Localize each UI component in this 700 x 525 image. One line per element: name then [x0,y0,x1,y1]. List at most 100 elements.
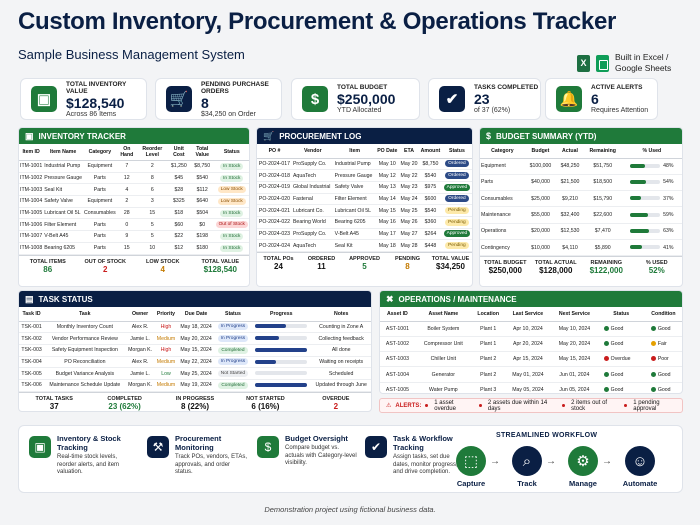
task-due-date: May 20, 2024 [177,332,215,345]
column-header[interactable]: Status [214,144,249,161]
budget-progress-fill [630,163,645,168]
table-row[interactable]: TSK-003 Safety Equipment Inspection Morgan… [19,344,371,357]
column-header[interactable]: Next Service [551,307,598,322]
table-row[interactable]: TSK-006 Maintenance Schedule Update Morgan… [19,379,371,392]
table-row[interactable]: AST-1003 Chiller Unit Plant 2 Apr 15, 2024 M… [380,351,682,368]
table-row[interactable]: ITM-1008 Bearing 6205 Parts 15 10 $12 $180 In S… [19,242,249,255]
tasks-panel: ▤ TASK STATUS Task ID Task Owner Priority Due … [18,290,372,412]
table-cell: 5 [136,230,168,243]
kpi-card: 🛒 PENDING PURCHASE ORDERS 8 $34,250 on Orde… [155,78,282,120]
table-row[interactable]: ITM-1001 Industrial Pump Equipment 7 2 $1,250… [19,160,249,173]
table-row[interactable]: PO-2024-017 ProSupply Co. Industrial Pump M… [257,158,472,171]
column-header[interactable]: Item ID [19,144,44,161]
table-row[interactable]: Contingency $10,000 $4,110 $5,890 41% [480,239,682,257]
column-header[interactable]: Task ID [19,307,45,322]
alerts-label: ALERTS: [395,402,422,409]
column-header[interactable]: Due Date [177,307,215,322]
table-row[interactable]: Operations $20,000 $12,530 $7,470 63% [480,223,682,240]
column-header[interactable]: Task [44,307,126,322]
column-header[interactable]: Owner [125,307,155,322]
table-row[interactable]: TSK-005 Budget Variance Analysis Jamie L. L… [19,367,371,380]
column-header[interactable]: Vendor [291,144,334,159]
column-header[interactable]: Last Service [504,307,552,322]
table-row[interactable]: ITM-1005 Lubricant Oil 5L Consumables 28 15 $… [19,207,249,220]
column-header[interactable]: Total Value [189,144,215,161]
arrow-right-icon: → [546,456,556,467]
column-header[interactable]: Budget [524,144,557,159]
table-row[interactable]: AST-1001 Boiler System Plant 1 Apr 10, 2024… [380,321,682,337]
table-row[interactable]: PO-2024-021 Lubricant Co. Lubricant Oil 5L… [257,204,472,217]
table-row[interactable]: TSK-002 Vendor Performance Review Jamie L.… [19,332,371,345]
asset-id: AST-1001 [380,321,415,337]
table-row[interactable]: Equipment $100,000 $48,250 $51,750 48% [480,158,682,175]
table-row[interactable]: PO-2024-024 AquaTech Seal Kit May 18 May 28 $… [257,239,472,252]
table-cell: PO-2024-023 [257,228,292,241]
column-header[interactable]: Status [441,144,472,159]
table-row[interactable]: ITM-1002 Pressure Gauge Parts 12 8 $45 $540 In … [19,172,249,185]
table-cell: $8,750 [419,158,442,171]
table-row[interactable]: PO-2024-020 Fastenal Filter Element May 14 M… [257,193,472,206]
table-row[interactable]: PO-2024-022 Bearing World Bearing 6205 May … [257,216,472,229]
table-cell: $112 [189,183,215,197]
table-row[interactable]: Maintenance $55,000 $32,400 $22,600 59% [480,206,682,224]
kpi-subtext: $34,250 on Order [201,110,256,118]
status-cell: In Progress [214,332,252,345]
table-row[interactable]: TSK-004 PO Reconciliation Alex R. Medium May… [19,356,371,369]
budget-amount: $25,000 [524,190,557,208]
column-header[interactable]: % Used [621,144,682,159]
status-cell: In Progress [214,321,252,334]
table-row[interactable]: AST-1005 Water Pump Plant 3 May 05, 2024 Jun… [380,382,682,393]
table-row[interactable]: Consumables $25,000 $9,210 $15,790 37% [480,190,682,208]
table-cell: Safety Valve [43,195,83,208]
column-header[interactable]: Asset ID [380,307,415,322]
ops-panel: ✖ OPERATIONS / MAINTENANCE Asset ID Asset N… [379,290,683,394]
column-header[interactable]: PO Date [375,144,400,159]
column-header[interactable]: Location [471,307,505,322]
table-row[interactable]: PO-2024-023 ProSupply Co. V-Belt A45 May 17… [257,228,472,241]
table-row[interactable]: PO-2024-019 Global Industrial Safety Valve… [257,181,472,194]
table-cell: $1,250 [167,160,190,173]
column-header[interactable]: Item Name [43,144,83,161]
asset-status: Good [597,336,645,353]
column-header[interactable]: Condition [644,307,682,322]
table-row[interactable]: AST-1002 Compressor Unit Plant 1 Apr 20, 20… [380,336,682,353]
column-header[interactable]: Asset Name [414,307,472,322]
column-header[interactable]: Notes [311,307,371,322]
column-header[interactable]: Unit Cost [167,144,190,161]
column-header[interactable]: Remaining [583,144,622,159]
column-header[interactable]: On Hand [116,144,137,161]
column-header[interactable]: Category [480,144,525,159]
procurement-table: PO # Vendor Item PO Date ETA Amount Status PO-2… [257,144,472,252]
table-header-row: Item ID Item Name Category On Hand Reorder L… [19,144,249,161]
asset-name: Chiller Unit [414,351,472,368]
table-cell: May 22 [399,169,420,182]
table-row[interactable]: Parts $40,000 $21,500 $18,500 54% [480,174,682,192]
column-header[interactable]: Reorder Level [136,144,168,161]
column-header[interactable]: Status [597,307,645,322]
table-row[interactable]: ITM-1004 Safety Valve Equipment 2 3 $325 $640 L… [19,195,249,208]
actual-amount: $21,500 [556,174,584,192]
column-header[interactable]: Item [333,144,376,159]
table-cell: $198 [189,230,215,243]
table-row[interactable]: PO-2024-018 AquaTech Pressure Gauge May 12 M… [257,169,472,182]
asset-name: Compressor Unit [414,336,472,353]
table-row[interactable]: AST-1004 Generator Plant 2 May 01, 2024 Jun … [380,366,682,383]
table-row[interactable]: ITM-1003 Seal Kit Parts 4 6 $28 $112 Low Stock [19,183,249,197]
column-header[interactable]: ETA [399,144,420,159]
column-header[interactable]: Category [82,144,117,161]
summary-value: 24 [274,262,283,271]
column-header[interactable]: Status [214,307,252,322]
column-header[interactable]: Priority [154,307,178,322]
next-service: Jun 01, 2024 [551,366,598,383]
column-header[interactable]: Amount [419,144,442,159]
column-header[interactable]: Progress [251,307,312,322]
table-row[interactable]: TSK-001 Monthly Inventory Count Alex R. Hig… [19,321,371,334]
column-header[interactable]: PO # [257,144,292,159]
table-row[interactable]: ITM-1006 Filter Element Parts 0 5 $60 $0 Out of… [19,218,249,232]
column-header[interactable]: Actual [556,144,584,159]
workflow-step: ⌕ Track [507,446,547,488]
table-row[interactable]: ITM-1007 V-Belt A45 Parts 9 5 $22 $198 In Stock [19,230,249,243]
budget-table: Category Budget Actual Remaining% Used Equip… [480,144,682,257]
kpi-card: ▣ TOTAL INVENTORY VALUE $128,540 Across 86 … [20,78,147,120]
task-id: TSK-002 [19,332,45,345]
